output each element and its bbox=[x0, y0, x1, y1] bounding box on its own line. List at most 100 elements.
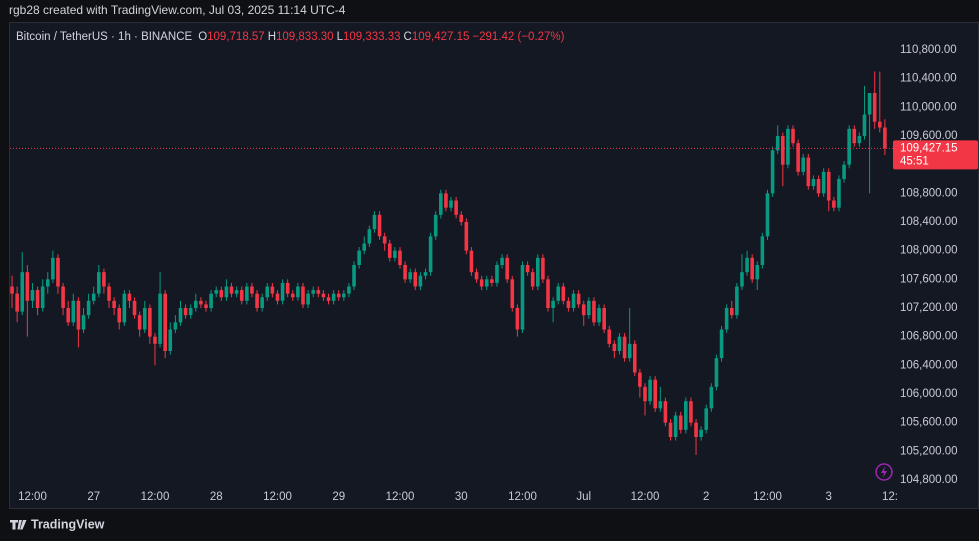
candle-body bbox=[188, 307, 193, 316]
candle-body bbox=[832, 200, 836, 208]
candle-body bbox=[571, 293, 576, 308]
candle-body bbox=[673, 415, 678, 437]
candle-body bbox=[806, 157, 811, 187]
x-tick-label: 29 bbox=[332, 491, 345, 503]
candle-body bbox=[331, 293, 336, 301]
candle-body bbox=[541, 257, 545, 280]
candle-body bbox=[234, 290, 239, 294]
candle-body bbox=[107, 286, 111, 301]
candle-body bbox=[709, 386, 714, 409]
candle-body bbox=[515, 307, 520, 330]
candle-body bbox=[811, 179, 816, 187]
alert-icon bbox=[875, 463, 893, 481]
candle-body bbox=[597, 307, 601, 323]
candle-body bbox=[663, 401, 668, 423]
candle-body bbox=[740, 272, 744, 287]
candle-body bbox=[546, 279, 550, 308]
ohlc-value: 109,833.30 bbox=[276, 31, 334, 43]
candle-body bbox=[791, 128, 795, 144]
attribution: rgb28 created with TradingView.com, Jul … bbox=[9, 3, 346, 17]
y-tick-label: 108,400.00 bbox=[900, 216, 958, 228]
candle-body bbox=[796, 143, 800, 172]
candle-body bbox=[393, 250, 397, 258]
candle-body bbox=[204, 304, 208, 308]
candle-body bbox=[816, 179, 821, 194]
symbol: Bitcoin / TetherUS · 1h · BINANCE bbox=[16, 31, 193, 43]
candle-body bbox=[158, 293, 162, 344]
y-tick-label: 107,600.00 bbox=[900, 273, 958, 285]
y-tick-label: 110,400.00 bbox=[900, 73, 957, 85]
candle-body bbox=[592, 300, 596, 323]
candle-body bbox=[530, 272, 535, 287]
change: −291.42 (−0.27%) bbox=[472, 31, 565, 43]
candle-body bbox=[403, 265, 407, 280]
candle-body bbox=[153, 336, 157, 344]
candle-body bbox=[76, 300, 81, 330]
candle-body bbox=[801, 157, 806, 172]
ohlc-value: 109,427.15 bbox=[411, 31, 470, 43]
candle-body bbox=[862, 114, 867, 137]
y-tick-label: 108,800.00 bbox=[900, 187, 958, 199]
candle-body bbox=[694, 422, 698, 437]
candle-body bbox=[336, 293, 341, 298]
candle-body bbox=[102, 272, 106, 287]
candle-body bbox=[775, 136, 780, 151]
candle-body bbox=[847, 128, 851, 165]
x-tick-label: 12:00 bbox=[753, 491, 782, 503]
candle-body bbox=[372, 214, 377, 230]
candle-body bbox=[168, 329, 173, 351]
candle-body bbox=[602, 307, 606, 330]
candle-body bbox=[632, 343, 637, 373]
candle-body bbox=[81, 315, 86, 330]
candle-body bbox=[842, 164, 846, 180]
candle-body bbox=[684, 401, 688, 430]
candle-body bbox=[250, 286, 254, 294]
candle-body bbox=[520, 265, 525, 330]
candle-body bbox=[638, 372, 642, 387]
candle-body bbox=[20, 272, 25, 312]
candle-body bbox=[872, 93, 877, 122]
candle-body bbox=[209, 293, 213, 308]
y-tick-label: 106,000.00 bbox=[900, 388, 958, 400]
candle-body bbox=[229, 286, 234, 294]
ohlc-value: 109,333.33 bbox=[342, 31, 401, 43]
x-tick-label: 28 bbox=[210, 491, 223, 503]
candle-body bbox=[714, 358, 719, 387]
ohlc-legend: Bitcoin / TetherUS · 1h · BINANCE O109,71… bbox=[16, 31, 568, 43]
candle-body bbox=[535, 257, 540, 287]
candle-body bbox=[224, 286, 229, 298]
candle-body bbox=[347, 286, 351, 294]
candle-body bbox=[132, 300, 137, 316]
candle-body bbox=[852, 128, 857, 144]
candle-body bbox=[137, 315, 142, 330]
candle-body bbox=[296, 286, 300, 298]
candle-body bbox=[786, 128, 790, 165]
x-tick-label: 12:00 bbox=[386, 491, 415, 503]
candle-body bbox=[275, 293, 280, 301]
candle-body bbox=[66, 307, 70, 323]
candle-body bbox=[86, 300, 91, 316]
ohlc-label: H bbox=[267, 31, 277, 43]
candle-body bbox=[25, 272, 30, 301]
candle-body bbox=[735, 286, 739, 316]
x-tick-label: 27 bbox=[87, 491, 100, 503]
candle-body bbox=[857, 136, 862, 144]
candle-body bbox=[724, 307, 729, 330]
candle-body bbox=[178, 307, 183, 323]
x-tick-label: 12: bbox=[882, 491, 898, 503]
y-tick-label: 106,400.00 bbox=[900, 359, 958, 371]
brand: TradingView bbox=[31, 517, 105, 531]
candle-body bbox=[821, 171, 826, 194]
x-tick-label: 12:00 bbox=[631, 491, 660, 503]
candle-body bbox=[510, 279, 515, 308]
candle-body bbox=[280, 282, 285, 301]
y-tick-label: 105,200.00 bbox=[900, 445, 958, 457]
candle-body bbox=[418, 275, 423, 287]
candle-body bbox=[883, 127, 887, 149]
candle-body bbox=[326, 297, 331, 301]
y-tick-label: 110,800.00 bbox=[900, 44, 957, 56]
candle-body bbox=[214, 290, 219, 294]
candle-body bbox=[459, 214, 464, 223]
candle-body bbox=[97, 272, 101, 294]
last-price-box bbox=[893, 140, 978, 170]
